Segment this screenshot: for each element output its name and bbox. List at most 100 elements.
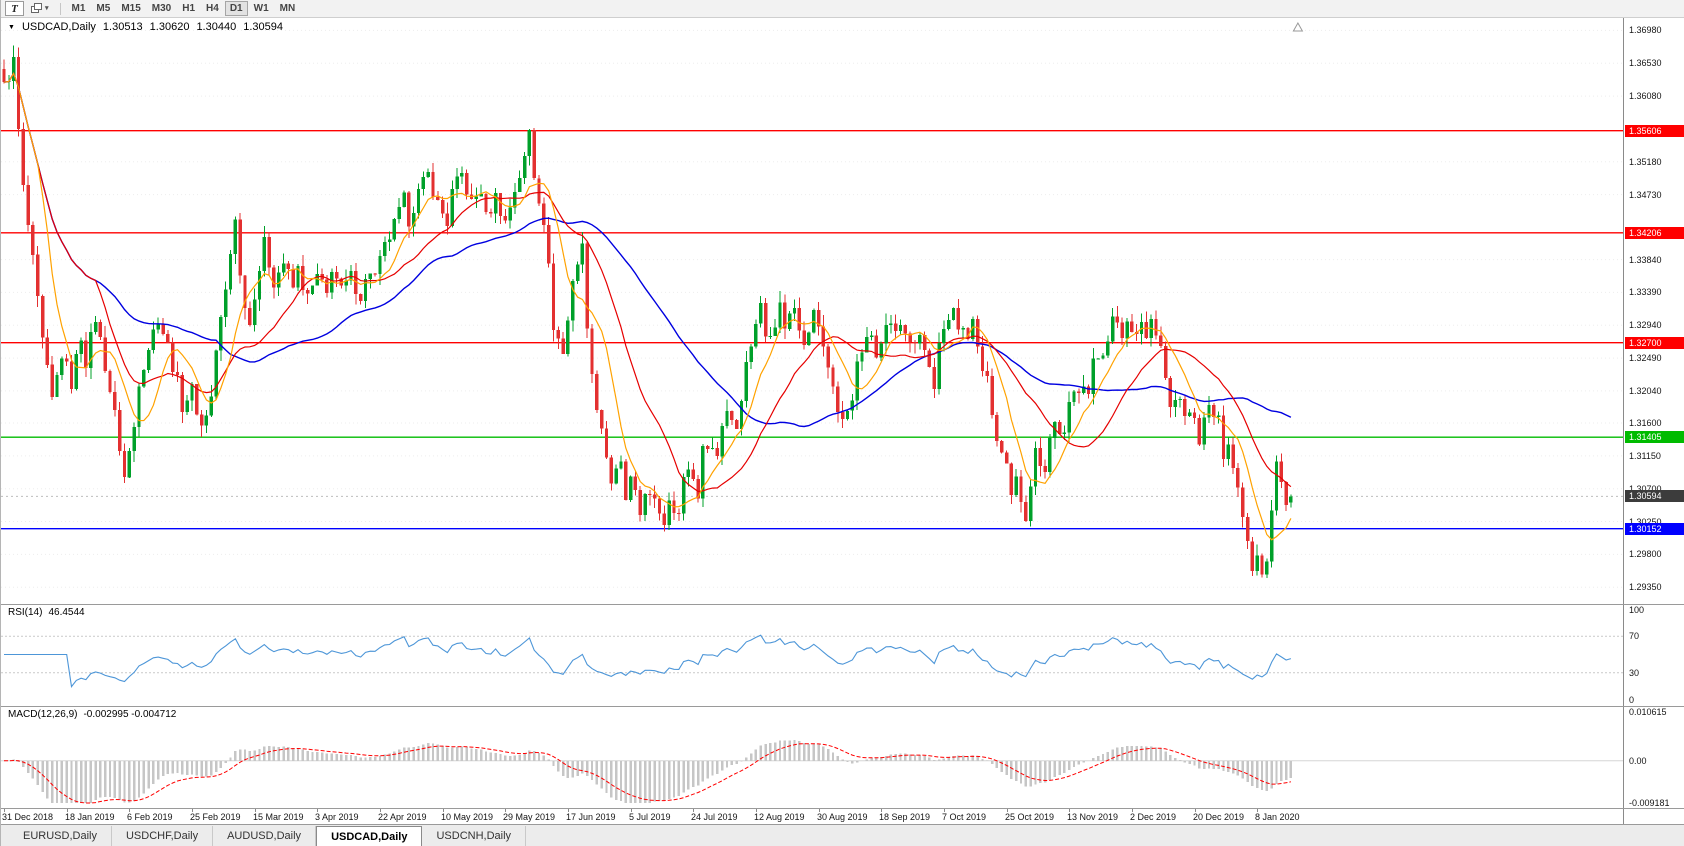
timeframe-m1[interactable]: M1	[67, 1, 91, 16]
rsi-value: 46.4544	[48, 607, 85, 618]
level-price-badge: 1.31405	[1625, 431, 1684, 443]
level-price-badge: 1.32700	[1625, 337, 1684, 349]
date-tick	[568, 809, 569, 812]
price-axis-label: 1.32940	[1629, 320, 1662, 330]
level-price-badge: 1.35606	[1625, 125, 1684, 137]
date-axis-label: 29 May 2019	[503, 812, 556, 822]
axis-corner	[1623, 809, 1684, 824]
chart-layout-button[interactable]: ▾	[26, 1, 54, 16]
timeframe-m5[interactable]: M5	[91, 1, 115, 16]
rsi-axis: 100 70 30 0	[1623, 605, 1684, 706]
rsi-indicator-label: RSI(14)	[8, 607, 43, 618]
date-axis-label: 6 Feb 2019	[127, 812, 173, 822]
date-axis-label: 8 Jan 2020	[1255, 812, 1300, 822]
symbol-period-label: USDCAD,Daily	[21, 21, 96, 33]
rsi-header: RSI(14) 46.4544	[8, 607, 85, 618]
price-axis-label: 1.34730	[1629, 190, 1662, 200]
chart-tab-usdcad-daily[interactable]: USDCAD,Daily	[316, 826, 423, 846]
date-tick	[881, 809, 882, 812]
date-axis-label: 18 Jan 2019	[65, 812, 115, 822]
price-chart-panel: ▼ USDCAD,Daily 1.30513 1.30620 1.30440 1…	[1, 18, 1684, 604]
ohlc-open: 1.30513	[102, 21, 143, 33]
date-tick	[1007, 809, 1008, 812]
date-axis-label: 31 Dec 2018	[2, 812, 54, 822]
date-tick	[317, 809, 318, 812]
date-axis-label: 13 Nov 2019	[1067, 812, 1119, 822]
chevron-down-icon: ▾	[45, 5, 49, 12]
macd-axis-label: -0.009181	[1629, 798, 1670, 808]
date-axis-label: 30 Aug 2019	[817, 812, 868, 822]
cascade-windows-icon	[31, 3, 42, 13]
price-axis-label: 1.36530	[1629, 58, 1662, 68]
chart-title: ▼ USDCAD,Daily 1.30513 1.30620 1.30440 1…	[8, 21, 283, 33]
chart-tab-audusd-daily[interactable]: AUDUSD,Daily	[213, 826, 317, 846]
price-plot[interactable]	[1, 18, 1623, 604]
price-axis-label: 1.29350	[1629, 582, 1662, 592]
date-axis-label: 5 Jul 2019	[629, 812, 671, 822]
macd-axis: 0.010615 0.00 -0.009181	[1623, 707, 1684, 808]
date-tick	[129, 809, 130, 812]
level-price-badge: 1.30152	[1625, 523, 1684, 535]
date-axis[interactable]: 31 Dec 2018 18 Jan 2019 6 Feb 2019 25 Feb 2…	[1, 808, 1684, 824]
timeframe-d1[interactable]: D1	[224, 1, 248, 16]
date-axis-label: 18 Sep 2019	[879, 812, 931, 822]
date-tick	[756, 809, 757, 812]
date-tick	[1132, 809, 1133, 812]
rsi-axis-label: 30	[1629, 668, 1640, 678]
current-price-badge: 1.30594	[1625, 490, 1684, 502]
macd-header: MACD(12,26,9) -0.002995 -0.004712	[8, 709, 176, 720]
collapse-triangle-icon[interactable]: ▼	[8, 24, 15, 31]
timeframe-h4[interactable]: H4	[201, 1, 224, 16]
price-axis-label: 1.29800	[1629, 549, 1662, 559]
timeframe-m15[interactable]: M15	[116, 1, 145, 16]
date-axis-label: 12 Aug 2019	[754, 812, 805, 822]
rsi-panel: RSI(14) 46.4544 100 70 30 0	[1, 604, 1684, 706]
date-tick	[1195, 809, 1196, 812]
rsi-axis-label: 0	[1629, 695, 1635, 705]
date-axis-label: 3 Apr 2019	[315, 812, 359, 822]
chart-tab-usdchf-daily[interactable]: USDCHF,Daily	[112, 826, 214, 846]
timeframe-w1[interactable]: W1	[249, 1, 274, 16]
date-tick	[67, 809, 68, 812]
macd-axis-label: 0.00	[1629, 756, 1647, 766]
date-tick	[944, 809, 945, 812]
price-axis-label: 1.30250	[1629, 517, 1662, 527]
date-axis-label: 20 Dec 2019	[1193, 812, 1245, 822]
macd-values: -0.002995 -0.004712	[83, 709, 177, 720]
date-tick	[819, 809, 820, 812]
price-axis[interactable]: 1.36980 1.36530 1.36080 1.35180 1.34730 1.338…	[1623, 18, 1684, 604]
level-price-badge: 1.34206	[1625, 227, 1684, 239]
date-tick	[192, 809, 193, 812]
date-tick	[1069, 809, 1070, 812]
chart-tab-bar: EURUSD,Daily USDCHF,Daily AUDUSD,Daily USDC…	[1, 824, 1684, 846]
date-tick	[443, 809, 444, 812]
date-axis-label: 7 Oct 2019	[942, 812, 987, 822]
price-axis-label: 1.30700	[1629, 484, 1662, 494]
macd-axis-label: 0.010615	[1629, 707, 1667, 717]
date-axis-label: 10 May 2019	[441, 812, 494, 822]
toolbar-separator	[59, 2, 61, 15]
ohlc-high: 1.30620	[149, 21, 190, 33]
date-axis-label: 2 Dec 2019	[1130, 812, 1177, 822]
price-axis-label: 1.35180	[1629, 157, 1662, 167]
chart-tab-usdcnh-daily[interactable]: USDCNH,Daily	[422, 826, 527, 846]
price-axis-label: 1.33840	[1629, 255, 1662, 265]
date-tick	[631, 809, 632, 812]
price-axis-label: 1.33390	[1629, 287, 1662, 297]
date-tick	[4, 809, 5, 812]
template-button[interactable]: T	[5, 1, 24, 16]
rsi-plot[interactable]	[1, 605, 1623, 706]
timeframe-mn[interactable]: MN	[275, 1, 301, 16]
chart-tab-eurusd-daily[interactable]: EURUSD,Daily	[9, 826, 112, 846]
date-axis-label: 22 Apr 2019	[378, 812, 427, 822]
date-tick	[1257, 809, 1258, 812]
ohlc-low: 1.30440	[196, 21, 237, 33]
price-axis-label: 1.32040	[1629, 386, 1662, 396]
timeframe-toolbar: M1 M5 M15 M30 H1 H4 D1 W1 MN	[67, 1, 301, 16]
timeframe-m30[interactable]: M30	[147, 1, 176, 16]
price-axis-label: 1.36980	[1629, 25, 1662, 35]
price-axis-label: 1.31600	[1629, 418, 1662, 428]
timeframe-h1[interactable]: H1	[177, 1, 200, 16]
macd-plot[interactable]	[1, 707, 1623, 808]
price-axis-label: 1.36080	[1629, 91, 1662, 101]
